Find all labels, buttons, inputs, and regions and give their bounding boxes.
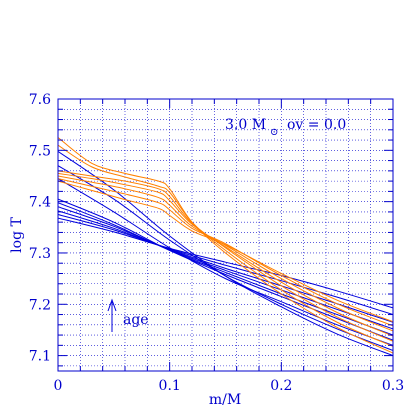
orange-series-line <box>58 178 393 327</box>
blue-series-line <box>58 206 393 330</box>
model-mass-label: 3.0 M <box>225 117 266 133</box>
x-tick-label: 0.2 <box>270 378 292 394</box>
sun-symbol: ⊙ <box>270 127 278 138</box>
blue-series-line <box>58 213 393 316</box>
x-tick-label: 0.3 <box>382 378 404 394</box>
age-arrow-head <box>107 298 117 312</box>
x-tick-label: 0.1 <box>159 378 181 394</box>
age-label: age <box>123 312 149 328</box>
y-tick-label: 7.2 <box>29 297 51 313</box>
plot-frame <box>57 98 394 372</box>
orange-series-line <box>58 180 393 323</box>
blue-series-line <box>58 202 393 336</box>
y-tick-label: 7.5 <box>29 143 51 159</box>
blue-series-line <box>58 198 393 341</box>
orange-series-line <box>58 172 393 337</box>
series-layer <box>58 137 393 357</box>
y-tick-label: 7.3 <box>29 246 51 262</box>
blue-series-line <box>58 165 393 351</box>
y-tick-label: 7.1 <box>29 349 51 365</box>
blue-series-line <box>58 178 393 346</box>
orange-series-line <box>58 137 393 354</box>
overshoot-label: ov = 0.0 <box>287 117 346 133</box>
y-axis-label: log T <box>9 217 25 253</box>
blue-series-line <box>58 217 393 309</box>
x-tick-label: 0 <box>54 378 63 394</box>
model-annotation: 3.0 M ⊙ ov = 0.0 <box>225 117 346 138</box>
blue-series-line <box>58 210 393 323</box>
x-axis-label: m/M <box>209 392 241 408</box>
orange-series-line <box>58 144 393 347</box>
tick-labels: 0 0.1 0.2 0.3 7.1 7.2 7.3 7.4 7.5 7.6 <box>29 92 404 394</box>
y-tick-label: 7.6 <box>29 92 51 108</box>
ticks <box>57 98 394 371</box>
orange-series-line <box>58 175 393 332</box>
orange-series-line <box>58 170 393 342</box>
age-annotation: age <box>107 298 149 332</box>
y-tick-label: 7.4 <box>29 195 51 211</box>
